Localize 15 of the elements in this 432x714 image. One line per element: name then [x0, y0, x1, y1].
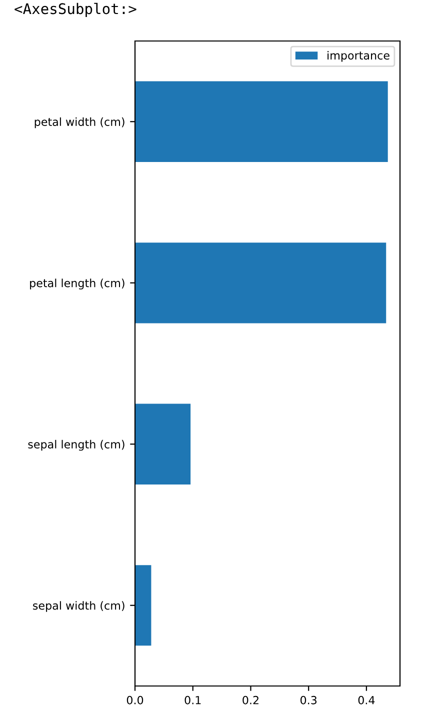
bar [135, 565, 152, 646]
text: <AxesSubplot:> [14, 2, 136, 18]
legend-label: importance [328, 51, 390, 62]
y-tick-label: petal width (cm) [34, 117, 124, 128]
bar [135, 81, 388, 162]
x-tick-label: 0.2 [242, 696, 258, 704]
bar [135, 242, 386, 324]
y-tick-label: sepal width (cm) [33, 601, 124, 612]
x-tick-label: 0.0 [126, 696, 144, 704]
y-tick-label: sepal length (cm) [28, 440, 124, 451]
x-tick-label: 0.1 [184, 696, 201, 704]
y-tick-label: petal length (cm) [30, 278, 124, 290]
x-tick-label: 0.3 [300, 696, 317, 704]
bar [135, 404, 191, 484]
x-tick-label: 0.4 [358, 696, 375, 704]
